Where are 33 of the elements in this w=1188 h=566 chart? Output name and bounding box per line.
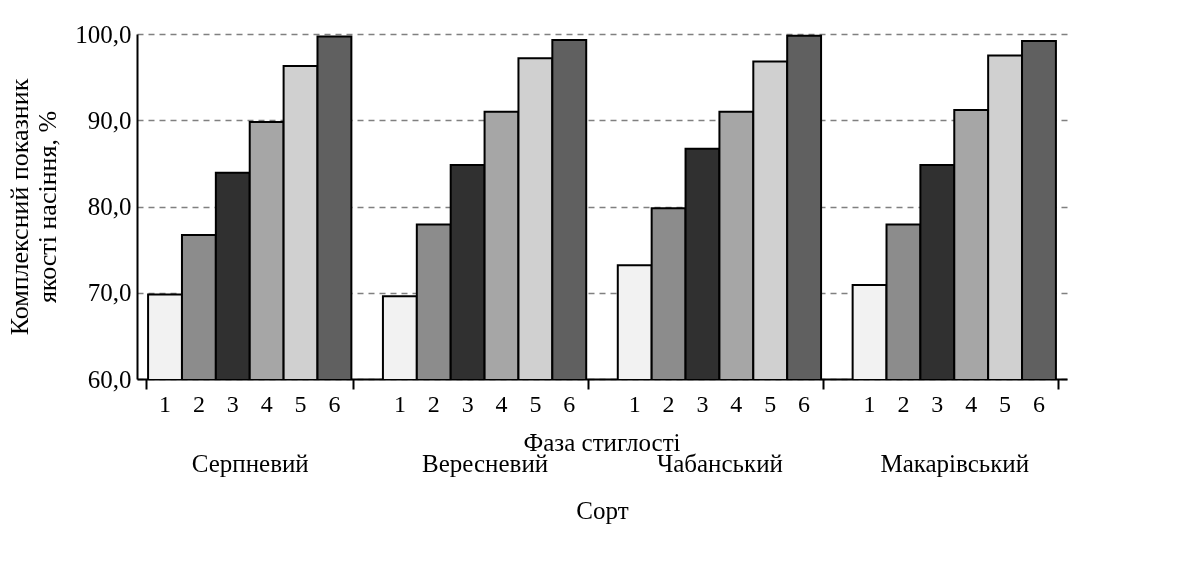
text: 6 bbox=[563, 391, 576, 417]
text: 1 bbox=[393, 391, 406, 417]
x-axis-title: Сорт bbox=[576, 496, 629, 524]
series-label: 5 bbox=[529, 391, 542, 417]
y-tick-label: 70,0 bbox=[87, 279, 132, 307]
y-tick-label: 90,0 bbox=[87, 106, 132, 134]
series-label: 4 bbox=[730, 391, 743, 417]
text: 6 bbox=[798, 391, 811, 417]
text: 3 bbox=[226, 391, 239, 417]
legend-label: 6 bbox=[328, 391, 341, 417]
series-label: 2 bbox=[662, 391, 675, 417]
text: 4 bbox=[260, 391, 273, 417]
legend-label: 1 bbox=[159, 391, 172, 417]
text: 5 bbox=[764, 391, 777, 417]
y-tick-label: 100,0 bbox=[75, 20, 132, 48]
x-tick-label: Макарівський bbox=[880, 449, 1030, 477]
text: 3 bbox=[931, 391, 944, 417]
text: 6 bbox=[1032, 391, 1045, 417]
text: 4 bbox=[495, 391, 508, 417]
y-tick-label: 60,0 bbox=[87, 365, 132, 393]
text: 4 bbox=[965, 391, 978, 417]
text: 3 bbox=[461, 391, 474, 417]
y-tick-label: 80,0 bbox=[87, 193, 132, 220]
text: 2 bbox=[427, 391, 440, 417]
text: 2 bbox=[192, 391, 205, 417]
text: 5 bbox=[294, 391, 307, 417]
x-tick-label: Серпневий bbox=[191, 449, 309, 477]
text: 1 bbox=[863, 391, 876, 417]
text: 5 bbox=[999, 391, 1012, 417]
text: 1 bbox=[628, 391, 641, 417]
y-axis-title: Комплексний показник якості насіння, % bbox=[5, 78, 63, 336]
text: 2 bbox=[897, 391, 910, 417]
series-label: 3 bbox=[696, 391, 709, 417]
